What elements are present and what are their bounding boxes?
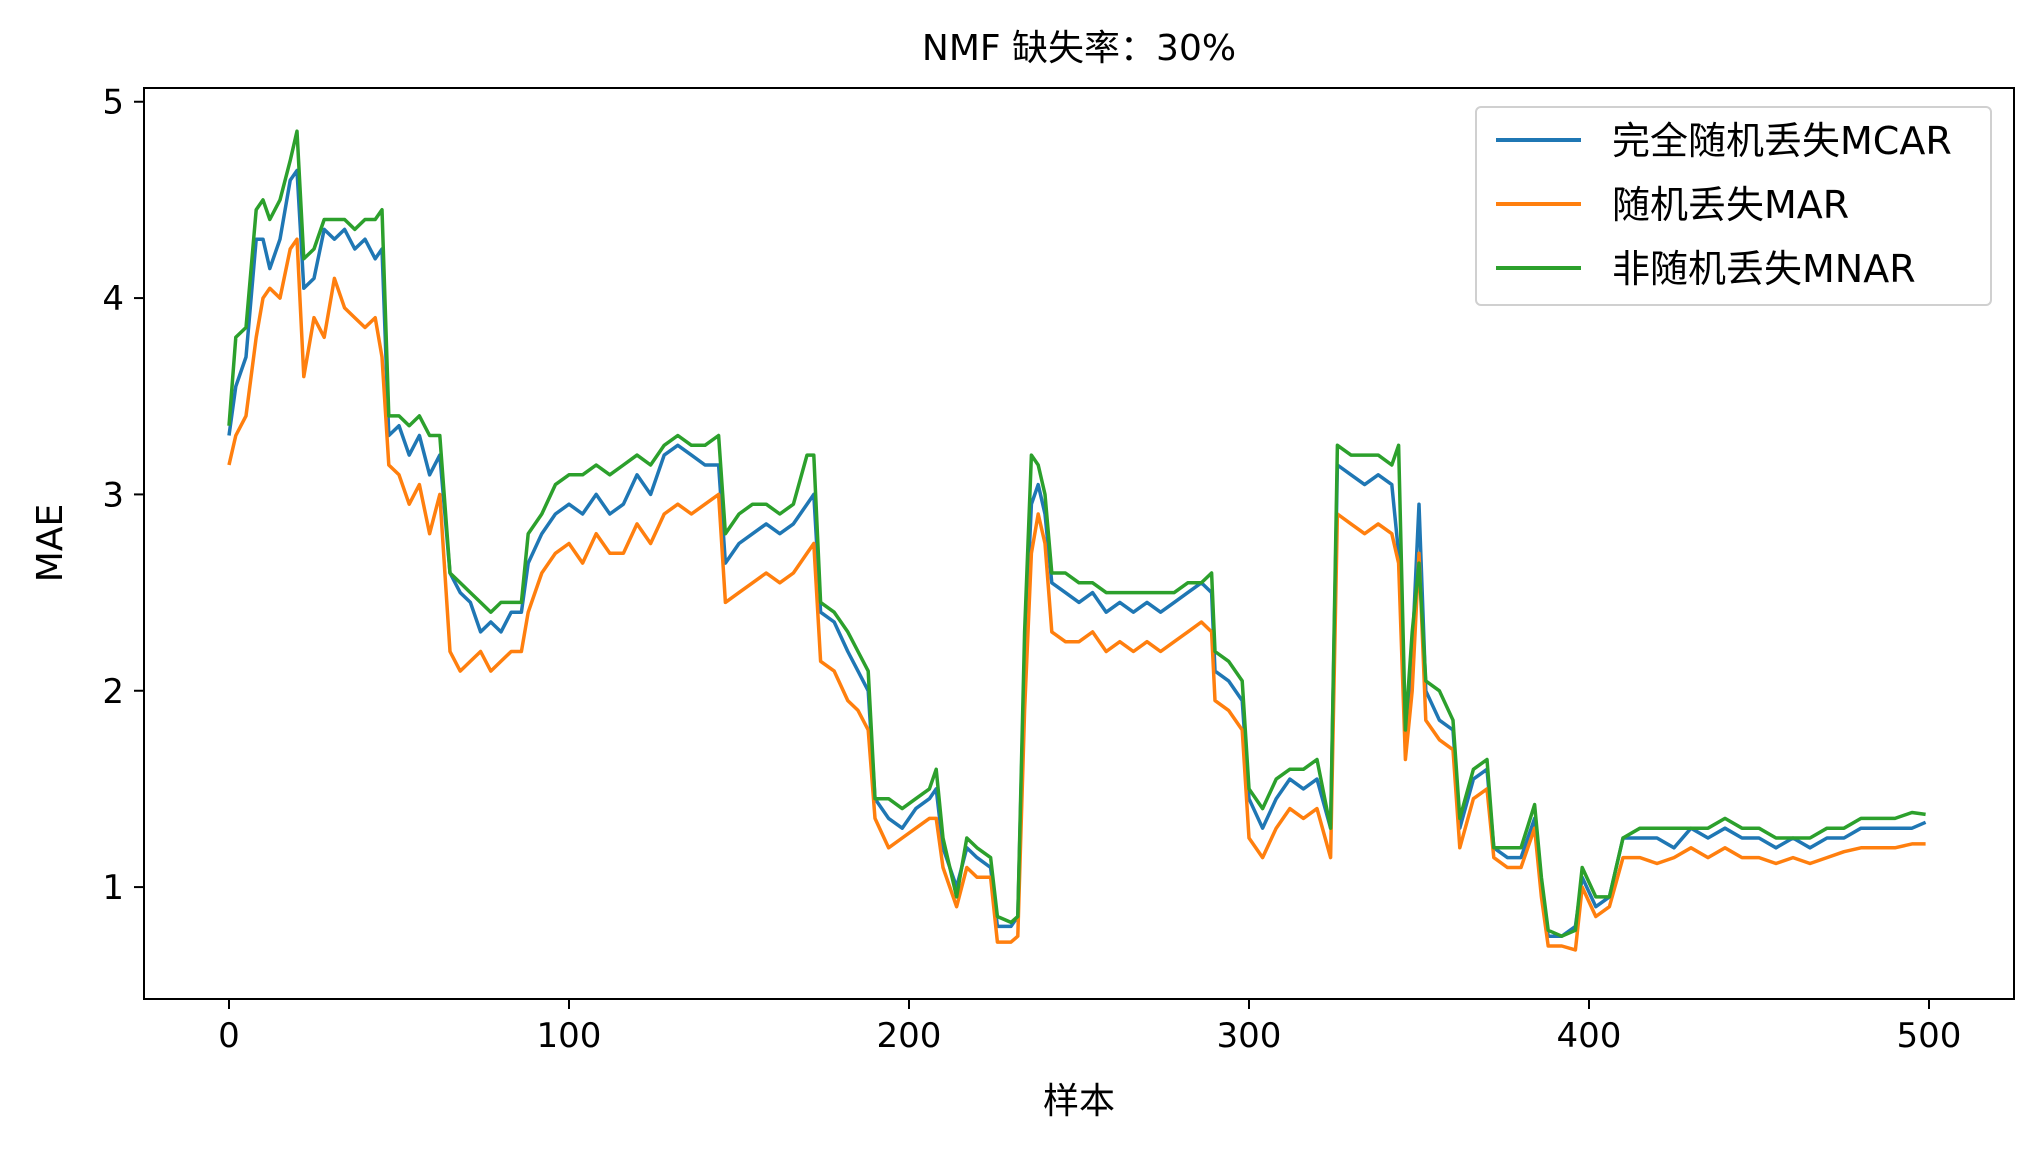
y-axis: 1 2 3 4 5 xyxy=(102,83,144,908)
legend-label-mar: 随机丢失MAR xyxy=(1612,183,1849,227)
series-line-mar xyxy=(227,237,1926,952)
legend-box xyxy=(1475,106,1992,306)
plot-frame xyxy=(143,87,2015,1000)
x-axis: 0 100 200 300 400 500 xyxy=(218,999,1961,1056)
legend-label-mnar: 非随机丢失MNAR xyxy=(1612,247,1916,291)
y-tick-label: 5 xyxy=(102,83,124,123)
x-axis-label: 样本 xyxy=(1043,1081,1115,1122)
x-tick-label: 200 xyxy=(877,1016,942,1056)
legend: 完全随机丢失MCAR 随机丢失MAR 非随机丢失MNAR xyxy=(1475,106,1992,306)
series-layer xyxy=(227,129,1927,952)
legend-label-mcar: 完全随机丢失MCAR xyxy=(1612,119,1952,163)
x-tick-label: 0 xyxy=(218,1016,240,1056)
series-line-mnar xyxy=(227,129,1926,938)
y-tick-label: 1 xyxy=(102,868,124,908)
x-tick-label: 300 xyxy=(1217,1016,1282,1056)
y-tick-label: 3 xyxy=(102,475,124,515)
y-axis-label: MAE xyxy=(30,504,71,582)
x-tick-label: 100 xyxy=(537,1016,602,1056)
chart-title: NMF 缺失率：30% xyxy=(922,28,1236,69)
x-tick-label: 400 xyxy=(1557,1016,1622,1056)
y-tick-label: 4 xyxy=(102,279,124,319)
x-tick-label: 500 xyxy=(1897,1016,1962,1056)
y-tick-label: 2 xyxy=(102,672,124,712)
